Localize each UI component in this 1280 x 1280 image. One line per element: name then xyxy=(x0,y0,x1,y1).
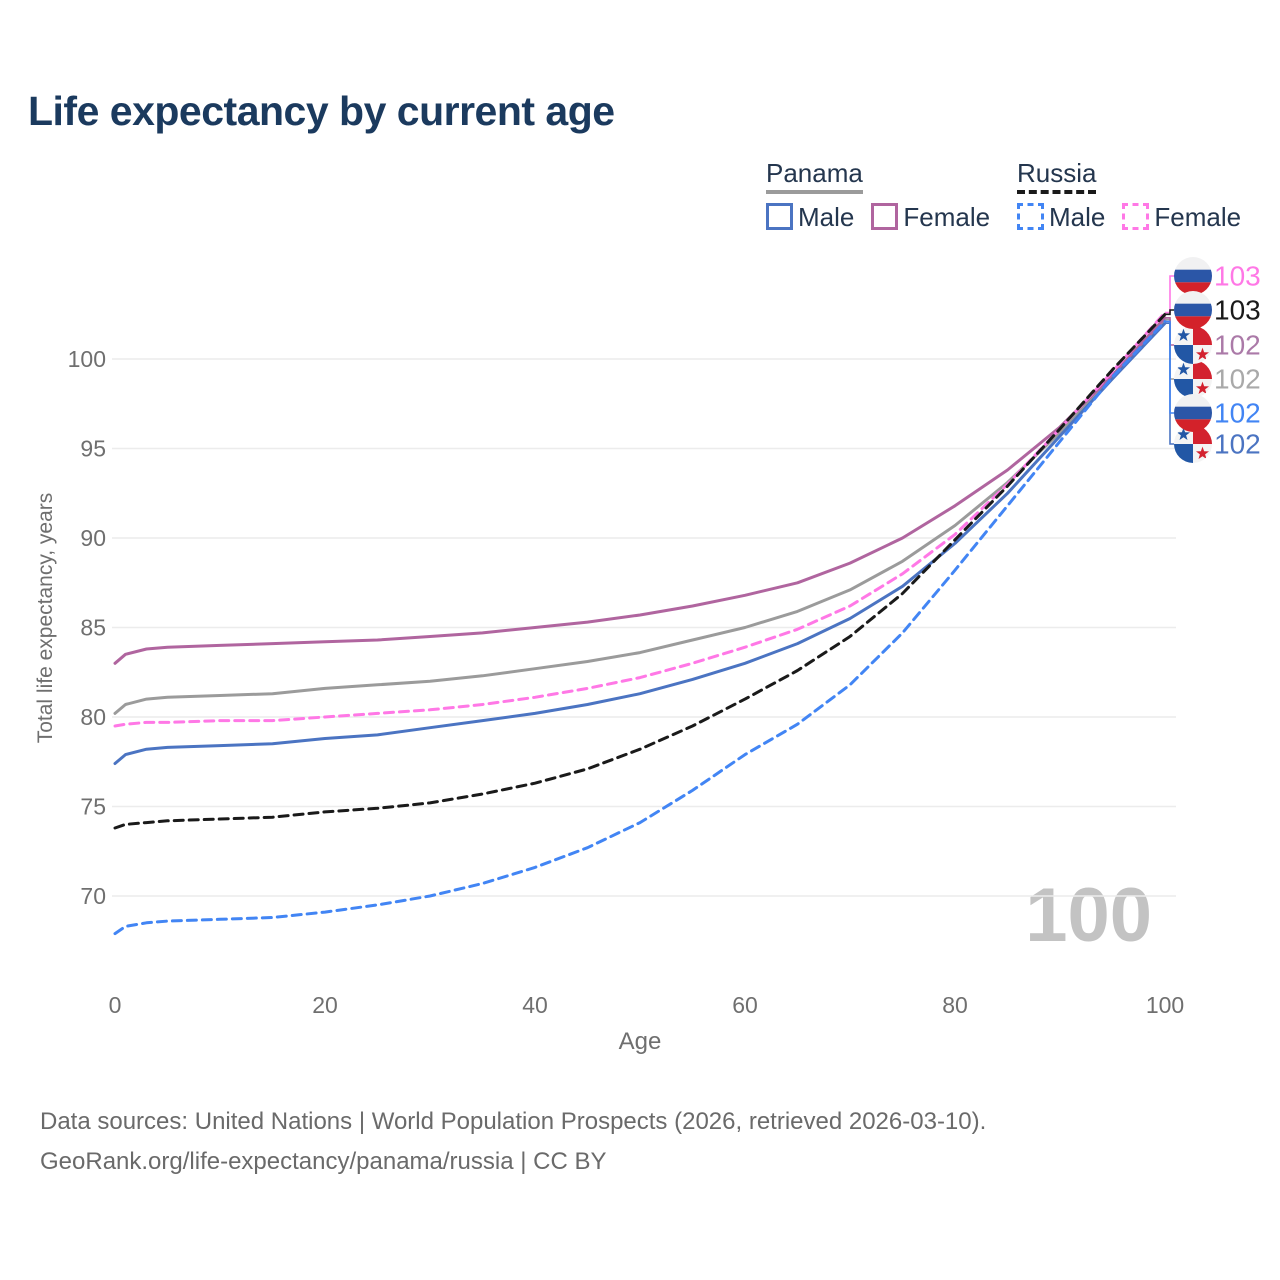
series-line-panama-male xyxy=(113,321,1167,765)
russia-flag-icon xyxy=(1174,291,1212,329)
russia-male-swatch-icon xyxy=(1017,203,1044,231)
y-tick-label: 75 xyxy=(80,794,106,820)
legend-country-russia: Russia xyxy=(1017,159,1097,195)
russia-female-swatch-icon xyxy=(1122,203,1150,231)
x-tick-label: 0 xyxy=(109,992,122,1018)
series-line-russia-total xyxy=(113,312,1167,830)
y-tick-label: 90 xyxy=(80,525,106,551)
age-counter-watermark: 100 xyxy=(1025,873,1152,958)
y-tick-label: 85 xyxy=(80,615,106,641)
series-line-russia-female xyxy=(113,311,1167,728)
end-connector-russia-total xyxy=(1165,309,1174,316)
end-value-label-panama-male: 102 xyxy=(1214,429,1261,460)
legend-label-russia-female: Female xyxy=(1154,201,1242,232)
russia-flag-icon xyxy=(1174,257,1212,295)
russia-flag-icon xyxy=(1174,394,1212,432)
y-tick-label: 70 xyxy=(80,883,106,909)
legend-row-panama: Male Female xyxy=(766,201,1007,232)
end-value-label-panama-female: 102 xyxy=(1214,330,1261,361)
y-tick-label: 95 xyxy=(80,436,106,462)
y-tick-label: 100 xyxy=(68,346,106,372)
end-value-label-russia-total: 103 xyxy=(1214,295,1261,326)
panama-male-swatch-icon xyxy=(766,203,793,231)
legend-label-russia-male: Male xyxy=(1049,201,1106,232)
panama-flag-icon xyxy=(1174,326,1212,364)
y-axis-title: Total life expectancy, years xyxy=(34,492,57,744)
legend-group-panama: Panama Male Female xyxy=(766,159,1007,232)
end-connector-russia-female xyxy=(1165,275,1174,314)
page-title: Life expectancy by current age xyxy=(28,88,615,134)
series-line-panama-total xyxy=(113,318,1167,715)
legend-country-panama: Panama xyxy=(766,159,863,195)
end-value-label-russia-male: 102 xyxy=(1214,398,1261,429)
panama-female-swatch-icon xyxy=(871,203,899,231)
end-value-label-russia-female: 103 xyxy=(1214,261,1261,292)
attribution-text: GeoRank.org/life-expectancy/panama/russi… xyxy=(40,1148,607,1175)
x-tick-label: 80 xyxy=(942,992,968,1018)
legend-group-russia: Russia Male Female xyxy=(1017,159,1258,232)
x-tick-label: 20 xyxy=(312,992,338,1018)
legend-row-russia: Male Female xyxy=(1017,201,1258,232)
x-tick-label: 40 xyxy=(522,992,548,1018)
series-line-panama-female xyxy=(113,316,1167,665)
x-tick-label: 100 xyxy=(1146,992,1184,1018)
end-connector-russia-male xyxy=(1165,320,1174,414)
x-axis-title: Age xyxy=(618,1028,662,1055)
end-value-label-panama-total: 102 xyxy=(1214,364,1261,395)
series-line-russia-male xyxy=(113,319,1167,936)
legend-label-panama-female: Female xyxy=(903,201,991,232)
legend-label-panama-male: Male xyxy=(798,201,855,232)
data-sources-text: Data sources: United Nations | World Pop… xyxy=(40,1108,987,1135)
x-tick-label: 60 xyxy=(732,992,758,1018)
y-tick-label: 80 xyxy=(80,704,106,730)
panama-flag-icon xyxy=(1174,360,1212,398)
